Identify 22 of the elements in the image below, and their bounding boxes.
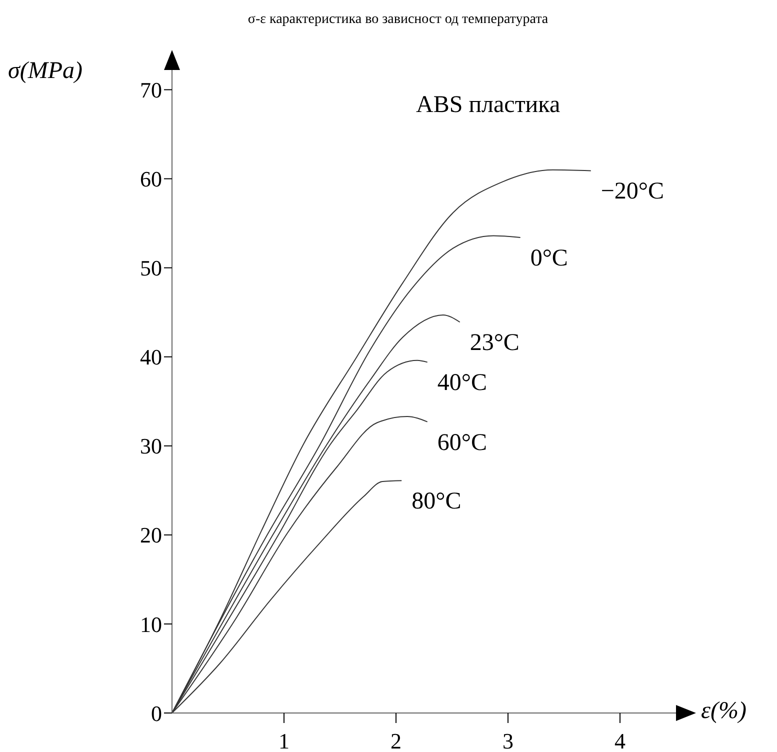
y-tick-label: 50 [140,256,162,281]
series-label: −20°C [600,178,664,205]
x-tick-label: 3 [502,728,514,752]
y-tick-label: 30 [140,434,162,459]
series-label: 40°C [437,370,487,396]
x-axis-title: ε(%) [701,698,746,725]
series-label: 80°C [412,488,462,515]
y-tick-label: 20 [140,522,162,548]
series-label: 60°C [437,430,487,456]
y-tick-label: 40 [140,344,162,370]
annotation: ABS пластика [416,92,560,119]
y-axis-title: σ(MPa) [8,58,82,85]
x-tick-label: 4 [614,728,626,752]
y-tick-label: 60 [140,166,162,192]
series-label: 0°C [530,246,568,272]
y-tick-label: 70 [140,78,162,103]
series-label: 23°C [470,330,520,356]
x-tick-label: 1 [278,728,290,752]
y-tick-label: 10 [140,612,162,637]
chart-title: σ-ε карактеристика во зависност од температурата [246,11,550,29]
y-tick-label: 0 [151,700,162,726]
x-tick-label: 2 [390,728,402,752]
